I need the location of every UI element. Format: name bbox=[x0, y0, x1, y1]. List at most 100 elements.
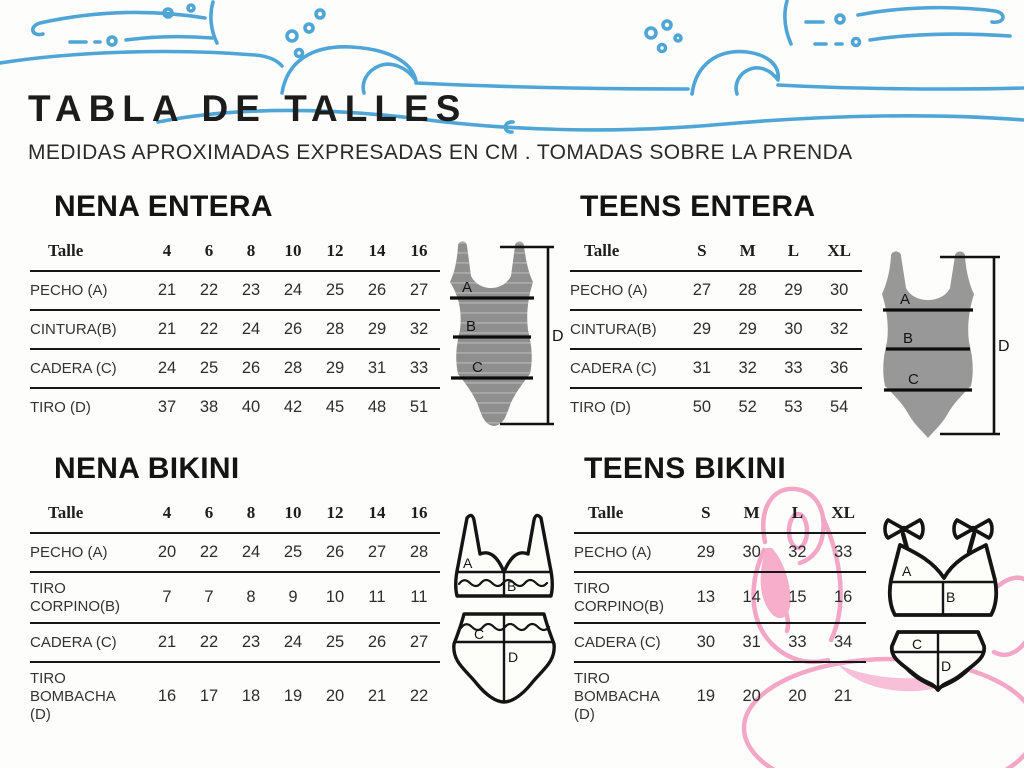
value-cell: 27 bbox=[398, 271, 440, 311]
value-cell: 52 bbox=[738, 398, 757, 416]
size-header-cell: L bbox=[770, 237, 817, 272]
measure-label-cell: CADERA (C) bbox=[570, 349, 679, 389]
value-cell: 31 bbox=[679, 349, 725, 389]
value-cell: 25 bbox=[314, 623, 356, 664]
value-cell: 22 bbox=[188, 310, 230, 350]
table-row: CADERA (C) 30 31 33 34 bbox=[574, 623, 866, 664]
value-cell: 27 bbox=[356, 533, 398, 573]
measure-label-cell: CINTURA(B) bbox=[570, 310, 679, 350]
table-row: PECHO (A) 29 30 32 33 bbox=[574, 533, 866, 573]
size-header-cell: 10 bbox=[272, 499, 314, 534]
value-cell: 22 bbox=[188, 623, 230, 664]
value-cell: 33 bbox=[398, 349, 440, 389]
measure-label-cell: CINTURA(B) bbox=[30, 310, 146, 350]
value-cell: 40 bbox=[241, 398, 261, 416]
value-cell: 26 bbox=[230, 349, 272, 389]
value-cell: 24 bbox=[272, 623, 314, 664]
value-cell: 7 bbox=[146, 572, 188, 625]
value-cell: 29 bbox=[724, 310, 771, 350]
value-cell: 42 bbox=[283, 398, 303, 416]
size-header-cell: 14 bbox=[356, 499, 398, 534]
section-title: NENA ENTERA bbox=[54, 190, 273, 223]
section-teens-bikini: TEENS BIKINI Talle S M L XL PECHO (A) 29 30 32 33… bbox=[574, 452, 866, 730]
table-row: PECHO (A) 21 22 23 24 25 26 27 bbox=[30, 271, 440, 311]
value-cell: 30 bbox=[683, 623, 729, 664]
size-header-cell: M bbox=[724, 237, 771, 272]
table-row: TIRO CORPINO(B) 13 14 15 16 bbox=[574, 572, 866, 625]
value-cell: 20 bbox=[146, 533, 188, 573]
value-cell: 9 bbox=[272, 572, 314, 625]
measure-label-cell: PECHO (A) bbox=[570, 271, 679, 311]
table-row: PECHO (A) 27 28 29 30 bbox=[570, 271, 862, 311]
value-cell: 18 bbox=[241, 687, 261, 706]
measure-label-cell: TIRO (D) bbox=[30, 398, 91, 416]
value-cell: 33 bbox=[774, 623, 821, 664]
value-cell: 20 bbox=[742, 687, 761, 706]
onepiece-swimsuit-striped-illustration: A B C D bbox=[450, 241, 564, 426]
size-column-label: Talle bbox=[30, 499, 146, 534]
value-cell: 22 bbox=[409, 687, 429, 706]
value-cell: 27 bbox=[679, 271, 725, 311]
size-header-cell: 16 bbox=[398, 237, 440, 272]
table-row: CADERA (C) 31 32 33 36 bbox=[570, 349, 862, 389]
value-cell: 11 bbox=[398, 572, 440, 625]
table-row: CADERA (C) 24 25 26 28 29 31 33 bbox=[30, 349, 440, 389]
measure-label-cell: PECHO (A) bbox=[30, 271, 146, 311]
measure-label-cell: TIRO BOMBACHA (D) bbox=[574, 670, 660, 723]
measure-label-d: D bbox=[552, 328, 564, 345]
size-table-nena-bikini: Talle 4 6 8 10 12 14 16 PECHO (A) 20 22 24 25 26 27 28 T… bbox=[30, 499, 440, 730]
size-header-cell: M bbox=[728, 499, 775, 534]
value-cell: 19 bbox=[696, 687, 716, 706]
value-cell: 24 bbox=[230, 533, 272, 573]
section-title: TEENS ENTERA bbox=[580, 190, 816, 223]
value-cell: 26 bbox=[272, 310, 314, 350]
size-column-label: Talle bbox=[574, 499, 683, 534]
value-cell: 31 bbox=[728, 623, 775, 664]
measure-label-c: C bbox=[908, 371, 919, 388]
value-cell: 16 bbox=[820, 572, 866, 625]
bikini-teens-illustration: A B C D bbox=[883, 518, 999, 692]
value-cell: 28 bbox=[724, 271, 771, 311]
size-header-cell: 6 bbox=[188, 237, 230, 272]
value-cell: 48 bbox=[367, 398, 387, 416]
value-cell: 31 bbox=[356, 349, 398, 389]
value-cell: 21 bbox=[367, 687, 387, 706]
size-header-cell: 10 bbox=[272, 237, 314, 272]
size-header-cell: 6 bbox=[188, 499, 230, 534]
value-cell: 54 bbox=[829, 398, 849, 416]
table-row: TIRO CORPINO(B) 7 7 8 9 10 11 11 bbox=[30, 572, 440, 625]
measure-label-cell: CADERA (C) bbox=[574, 623, 683, 664]
measure-label-cell: CADERA (C) bbox=[30, 623, 146, 664]
size-header-cell: 12 bbox=[314, 499, 356, 534]
size-column-label: Talle bbox=[570, 237, 679, 272]
value-cell: 34 bbox=[820, 623, 866, 664]
measure-label-b: B bbox=[507, 578, 516, 594]
value-cell: 30 bbox=[816, 271, 862, 311]
bikini-nena-illustration: A B C D bbox=[452, 513, 556, 704]
value-cell: 28 bbox=[398, 533, 440, 573]
value-cell: 24 bbox=[272, 271, 314, 311]
value-cell: 32 bbox=[724, 349, 771, 389]
measure-label-cell: TIRO (D) bbox=[570, 398, 631, 416]
value-cell: 53 bbox=[784, 398, 803, 416]
value-cell: 28 bbox=[272, 349, 314, 389]
size-header-cell: 4 bbox=[146, 499, 188, 534]
value-cell: 26 bbox=[356, 271, 398, 311]
table-row: TIRO BOMBACHA (D) 19 20 20 21 bbox=[574, 662, 866, 730]
value-cell: 24 bbox=[230, 310, 272, 350]
size-column-label: Talle bbox=[30, 237, 146, 272]
value-cell: 25 bbox=[188, 349, 230, 389]
value-cell: 11 bbox=[356, 572, 398, 625]
value-cell: 21 bbox=[146, 271, 188, 311]
value-cell: 16 bbox=[157, 687, 177, 706]
measure-label-d: D bbox=[941, 658, 951, 674]
value-cell: 22 bbox=[188, 271, 230, 311]
value-cell: 38 bbox=[199, 398, 219, 416]
value-cell: 23 bbox=[230, 623, 272, 664]
measure-label-a: A bbox=[462, 279, 472, 296]
measure-label-d: D bbox=[998, 338, 1010, 355]
size-table-teens-bikini: Talle S M L XL PECHO (A) 29 30 32 33 TIRO CORPINO(… bbox=[574, 499, 866, 730]
size-header-cell: L bbox=[774, 499, 821, 534]
value-cell: 25 bbox=[272, 533, 314, 573]
value-cell: 21 bbox=[146, 623, 188, 664]
